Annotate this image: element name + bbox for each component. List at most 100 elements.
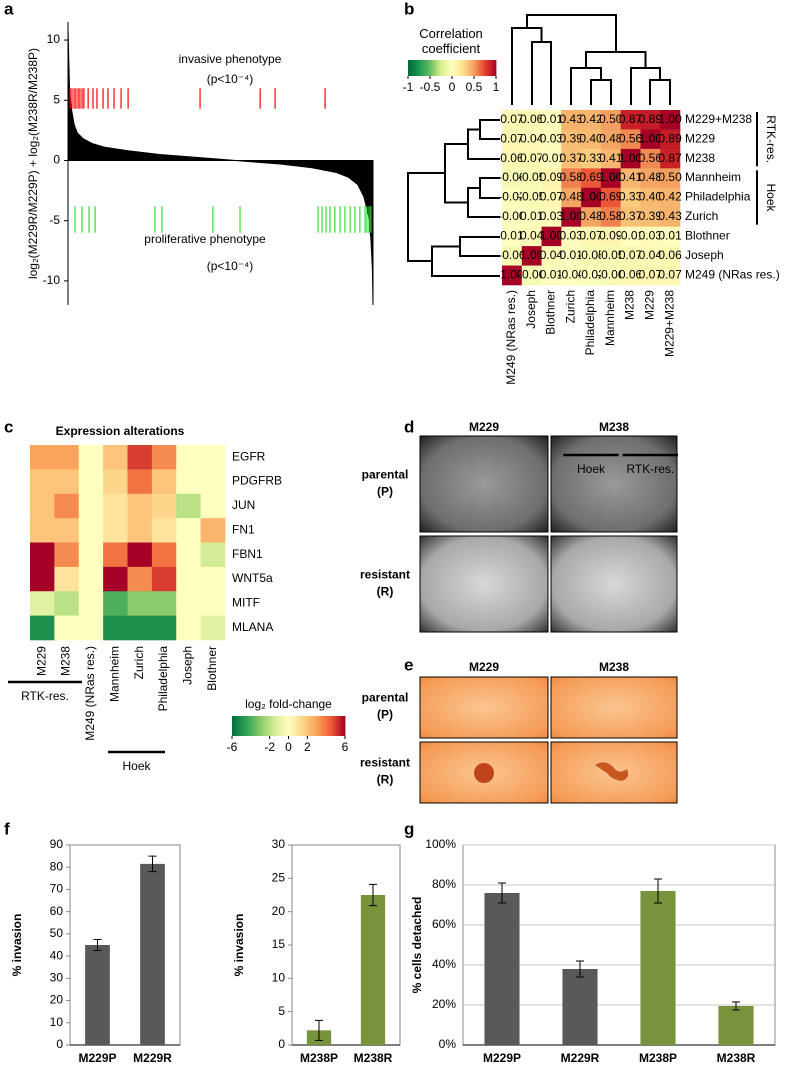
heatmap-cell — [127, 591, 153, 616]
colorbar-step — [275, 716, 278, 736]
colorbar-step — [267, 716, 271, 736]
cell-label: 0.06 — [619, 267, 643, 281]
colorbar-step — [475, 60, 478, 76]
heatmap-cell — [640, 187, 661, 208]
colorbar-step — [314, 716, 318, 736]
cell-label: -0.01 — [617, 229, 645, 243]
heatmap-cell — [151, 542, 177, 568]
colorbar-step — [326, 716, 329, 736]
heatmap-cell — [54, 542, 80, 568]
heatmap-cell — [581, 129, 602, 150]
colorbar-step — [409, 60, 412, 76]
row-label: Mannheim — [685, 170, 741, 184]
row-label: FBN1 — [232, 547, 263, 561]
colorbar-step — [454, 60, 457, 76]
heatmap-cell — [620, 265, 641, 286]
colorbar-step — [294, 716, 297, 736]
cell-label: -0.02 — [498, 190, 526, 204]
heatmap-cell — [200, 615, 226, 641]
cell-label: 1.00 — [520, 248, 544, 262]
heatmap-cell — [521, 129, 542, 150]
heatmap-cell — [103, 542, 128, 568]
heatmap-cell — [127, 445, 153, 470]
x-tick-label: M238P — [300, 1051, 338, 1065]
column-label: M229+M238 — [662, 290, 676, 357]
bar — [562, 969, 598, 1045]
heatmap-cell — [581, 246, 602, 266]
error-bar — [732, 1001, 740, 1011]
cell-label: -0.00 — [558, 267, 586, 281]
cell-label: 0.07 — [639, 267, 663, 281]
heatmap-cell — [561, 246, 582, 266]
x-tick-label: M229R — [133, 1051, 172, 1065]
y-tick-label: 5 — [278, 1004, 285, 1018]
colorbar-step — [296, 716, 299, 736]
colorbar-step — [452, 60, 454, 76]
panel-letter: a — [4, 0, 14, 18]
cell-label: 0.89 — [639, 112, 663, 126]
cell-label: 0.04 — [520, 131, 544, 145]
heatmap-cell — [502, 129, 523, 150]
colorbar-step — [468, 60, 470, 76]
cell-label: 0.04 — [520, 229, 544, 243]
cell-label: -0.06 — [498, 170, 526, 184]
heatmap-cell — [176, 566, 201, 592]
heatmap-cell — [502, 148, 523, 169]
area — [67, 27, 374, 306]
colorbar-step — [256, 716, 259, 736]
colorbar-step — [254, 716, 257, 736]
colorbar-step — [262, 716, 265, 736]
colorbar-step — [299, 716, 303, 736]
column-label: Blothner — [544, 290, 558, 335]
heatmap-cell — [581, 110, 602, 130]
heatmap-cell — [521, 226, 542, 247]
cell-label: 0.69 — [599, 190, 623, 204]
column-label: M238 — [623, 290, 637, 320]
heatmap-cell — [127, 493, 153, 519]
cell-label: 0.01 — [520, 209, 544, 223]
colorbar-step — [269, 716, 272, 736]
y-tick-label: 0 — [278, 1037, 285, 1051]
colorbar-step — [250, 716, 254, 736]
colorbar-tick-label: -2 — [264, 740, 275, 754]
colorbar-step — [490, 60, 492, 76]
heatmap-cell — [620, 168, 641, 189]
colorbar-tick-label: 0.5 — [466, 80, 483, 94]
colorbar-step — [318, 716, 321, 736]
row-label: M238 — [685, 151, 715, 165]
colorbar-step — [444, 60, 447, 76]
heatmap-cell — [103, 615, 128, 641]
row-label: FN1 — [232, 522, 255, 536]
row-label: M229+M238 — [685, 112, 752, 126]
y-tick-label: 60% — [432, 917, 456, 931]
row-label: MITF — [232, 596, 260, 610]
y-tick-label: 60 — [50, 904, 64, 918]
column-label: M249 (NRas res.) — [83, 646, 97, 741]
colorbar-step — [252, 716, 255, 736]
column-label: M249 (NRas res.) — [504, 290, 518, 385]
heatmap-cell — [502, 110, 523, 130]
colorbar-step — [416, 60, 419, 76]
cell-label: 0.01 — [540, 267, 564, 281]
cell-label: -0.01 — [538, 151, 566, 165]
colorbar-step — [333, 716, 336, 736]
heatmap-cell — [127, 469, 153, 495]
colorbar-step — [247, 716, 250, 736]
colorbar-title: Correlation coefficient — [419, 26, 483, 56]
annotation: proliferative phenotype — [144, 232, 266, 246]
heatmap-cell — [600, 129, 621, 150]
colorbar-step — [419, 60, 422, 76]
colorbar-step — [435, 60, 438, 76]
cell-label: -0.00 — [498, 209, 526, 223]
colorbar-step — [410, 60, 413, 76]
colorbar-step — [453, 60, 456, 76]
heatmap-cell — [640, 148, 661, 169]
y-tick-label: 40% — [432, 957, 456, 971]
photos-d — [419, 435, 678, 633]
cell-label: 0.09 — [540, 170, 564, 184]
cell-label: 1.00 — [658, 112, 682, 126]
heatmap-cell — [600, 110, 621, 130]
cell-label: 0.06 — [500, 151, 524, 165]
colorbar-step — [282, 716, 286, 736]
colorbar-step — [328, 716, 331, 736]
